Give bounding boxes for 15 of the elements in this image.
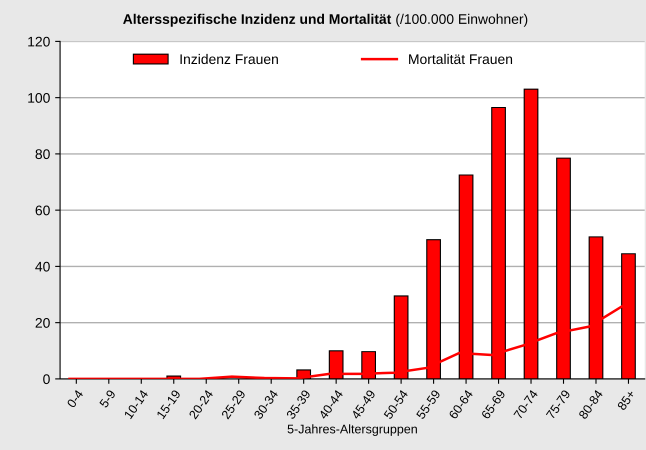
legend-label: Inzidenz Frauen — [180, 54, 278, 64]
x-tick-label: 5-9 — [98, 389, 116, 408]
chart-subtitle: (/100.000 Einwohner) — [396, 14, 528, 27]
x-tick-label: 85+ — [616, 389, 636, 411]
y-tick-label: 120 — [28, 36, 50, 47]
y-tick-label: 60 — [36, 205, 50, 216]
x-tick-label: 0-4 — [66, 389, 84, 408]
y-tick-label: 100 — [28, 92, 50, 103]
y-tick-label: 40 — [35, 262, 50, 272]
y-tick-label: 0 — [43, 374, 50, 384]
x-axis-title: 5-Jahres-Altersgruppen — [288, 424, 417, 436]
y-tick-label: 80 — [36, 149, 50, 160]
legend-label: Mortalität Frauen — [409, 54, 512, 64]
chart-title: Altersspezifische Inzidenz und Mortalität — [123, 14, 392, 27]
y-tick-label: 20 — [36, 318, 50, 328]
